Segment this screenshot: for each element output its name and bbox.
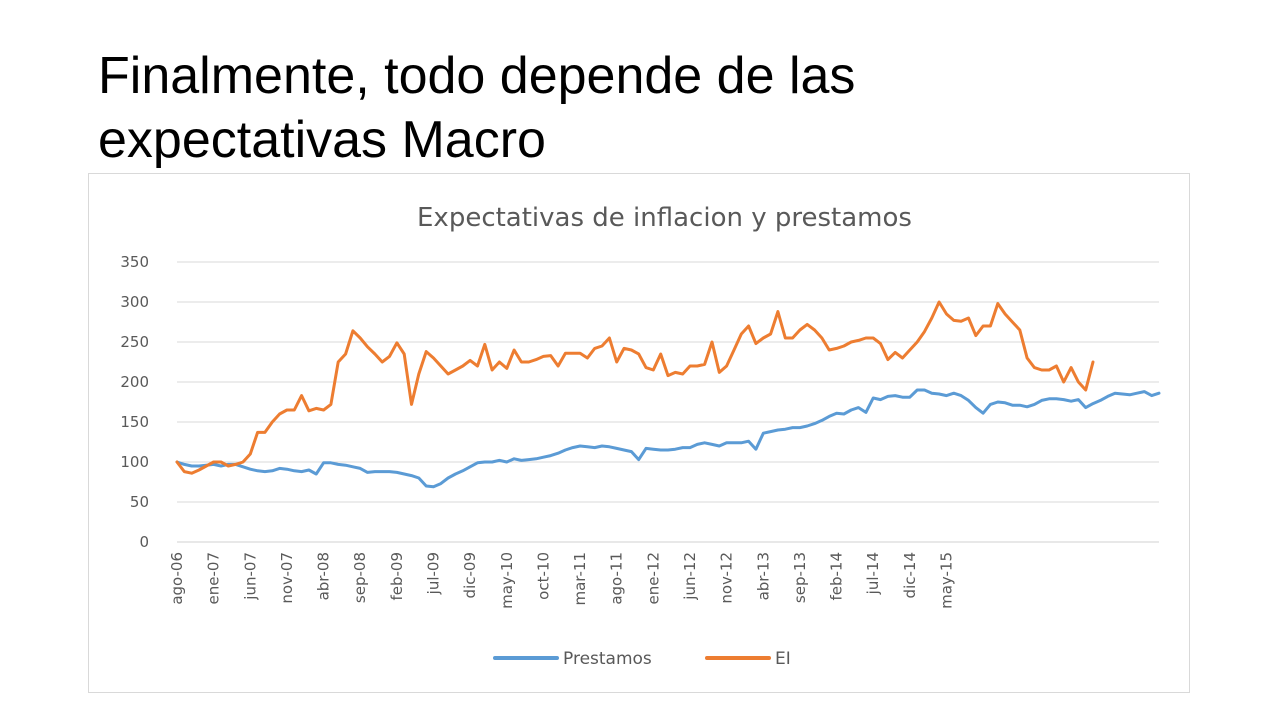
x-axis: ago-06 ene-07 jun-07 nov-07 abr-08 sep-08 feb-… bbox=[168, 552, 955, 609]
y-tick-label: 0 bbox=[139, 533, 149, 551]
x-tick-label: oct-10 bbox=[534, 552, 552, 600]
y-tick-label: 200 bbox=[120, 373, 149, 391]
x-tick-label: sep-08 bbox=[351, 552, 369, 603]
y-axis: 0 50 100 150 200 250 300 350 bbox=[120, 253, 149, 551]
chart-title: Expectativas de inflacion y prestamos bbox=[417, 203, 912, 233]
x-tick-label: sep-13 bbox=[791, 552, 809, 603]
series-line-ei bbox=[175, 300, 1095, 475]
y-tick-label: 350 bbox=[120, 253, 149, 271]
x-tick-label: dic-09 bbox=[461, 552, 479, 598]
x-tick-label: feb-09 bbox=[388, 552, 406, 601]
y-tick-label: 150 bbox=[120, 413, 149, 431]
chart-frame: Expectativas de inflacion y prestamos 0 5… bbox=[88, 173, 1190, 693]
y-tick-label: 250 bbox=[120, 333, 149, 351]
series-lines bbox=[175, 300, 1161, 489]
x-tick-label: jun-12 bbox=[681, 552, 699, 601]
x-tick-label: ene-12 bbox=[644, 552, 662, 604]
x-tick-label: ene-07 bbox=[205, 552, 223, 604]
x-tick-label: may-15 bbox=[937, 552, 955, 609]
x-tick-label: dic-14 bbox=[901, 552, 919, 598]
x-tick-label: jun-07 bbox=[241, 552, 259, 601]
series-line-prestamos bbox=[175, 388, 1161, 489]
x-tick-label: jul-09 bbox=[424, 552, 442, 595]
x-tick-label: abr-08 bbox=[315, 552, 333, 600]
line-chart: Expectativas de inflacion y prestamos 0 5… bbox=[120, 203, 1161, 669]
x-tick-label: nov-12 bbox=[718, 552, 736, 604]
x-tick-label: abr-13 bbox=[754, 552, 772, 600]
legend: Prestamos EI bbox=[493, 649, 791, 669]
legend-label: Prestamos bbox=[563, 649, 652, 669]
x-tick-label: may-10 bbox=[498, 552, 516, 609]
x-tick-label: nov-07 bbox=[278, 552, 296, 604]
x-tick-label: mar-11 bbox=[571, 552, 589, 606]
x-tick-label: jul-14 bbox=[864, 552, 882, 595]
y-tick-label: 100 bbox=[120, 453, 149, 471]
y-tick-label: 50 bbox=[130, 493, 149, 511]
slide-title: Finalmente, todo depende de las expectat… bbox=[98, 47, 856, 169]
legend-label: EI bbox=[775, 649, 791, 669]
y-tick-label: 300 bbox=[120, 293, 149, 311]
gridlines bbox=[177, 261, 1159, 543]
x-tick-label: ago-11 bbox=[608, 552, 626, 605]
x-tick-label: feb-14 bbox=[828, 552, 846, 601]
x-tick-label: ago-06 bbox=[168, 552, 186, 605]
